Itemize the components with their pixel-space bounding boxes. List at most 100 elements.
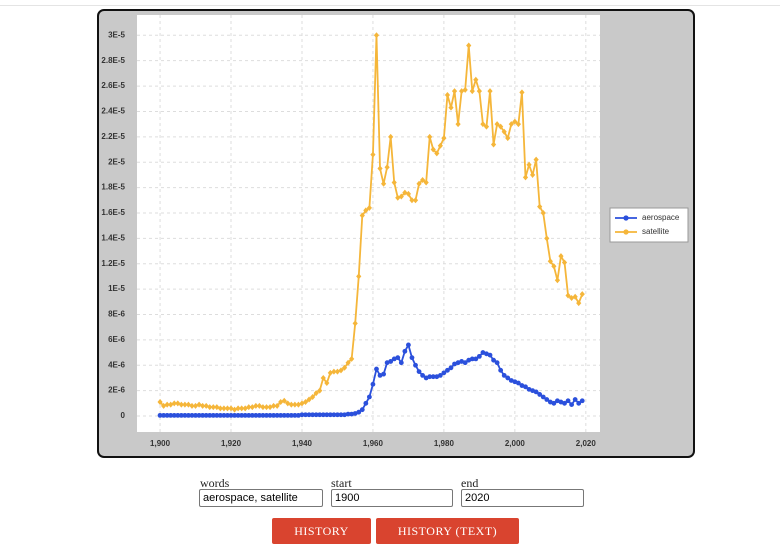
point: [405, 190, 412, 197]
point: [423, 179, 429, 186]
point: [366, 394, 372, 400]
point: [232, 412, 237, 418]
point: [175, 412, 181, 418]
point: [288, 412, 294, 418]
point: [171, 412, 177, 418]
point: [225, 412, 230, 418]
point: [207, 404, 213, 411]
x-tick-label: 1,940: [292, 439, 313, 448]
x-tick-label: 2,000: [505, 439, 526, 448]
point: [331, 412, 337, 418]
point: [193, 412, 198, 418]
point: [448, 104, 454, 111]
history-text-button[interactable]: HISTORY (TEXT): [376, 518, 519, 544]
point: [335, 412, 340, 418]
point: [448, 365, 454, 371]
point: [512, 118, 518, 125]
point: [302, 399, 309, 406]
x-tick-label: 2,020: [576, 439, 597, 448]
top-rule: [0, 5, 780, 6]
point: [235, 405, 241, 412]
end-input[interactable]: [461, 489, 584, 507]
point: [416, 180, 422, 187]
point: [253, 412, 259, 418]
point: [522, 174, 529, 181]
point: [270, 402, 277, 409]
point: [544, 397, 550, 402]
plot-area: [137, 15, 600, 432]
point: [434, 150, 440, 157]
point: [249, 412, 255, 418]
start-label: start: [331, 476, 352, 490]
point: [374, 366, 379, 372]
history-button[interactable]: HISTORY: [272, 518, 371, 544]
point: [274, 412, 280, 418]
legend-label: satellite: [642, 227, 670, 236]
point: [178, 401, 184, 408]
point: [157, 399, 163, 406]
point: [562, 400, 567, 406]
point: [469, 356, 475, 362]
point: [370, 381, 376, 387]
point: [317, 412, 323, 418]
point: [267, 412, 273, 418]
point: [239, 405, 245, 412]
point: [572, 397, 578, 402]
y-tick-label: 2E-6: [108, 386, 125, 395]
point: [459, 88, 465, 95]
point: [469, 88, 475, 95]
point: [395, 194, 401, 201]
point: [207, 412, 213, 418]
point: [189, 412, 195, 418]
point: [388, 133, 394, 140]
point: [366, 204, 372, 211]
point: [384, 164, 390, 171]
point: [363, 400, 369, 406]
point: [310, 412, 316, 418]
point: [462, 360, 468, 366]
y-tick-label: 1.6E-5: [101, 208, 125, 217]
point: [576, 400, 582, 406]
point: [490, 141, 497, 148]
point: [476, 353, 482, 359]
point: [157, 412, 163, 418]
start-input[interactable]: [331, 489, 453, 507]
words-input[interactable]: [199, 489, 323, 507]
point: [370, 151, 376, 158]
point: [579, 291, 585, 298]
point: [263, 404, 270, 411]
x-tick-label: 1,920: [221, 439, 242, 448]
point: [164, 412, 170, 418]
point: [178, 412, 184, 418]
point: [381, 371, 386, 377]
point: [501, 373, 507, 378]
point: [501, 128, 507, 135]
point: [480, 121, 486, 128]
point: [324, 380, 330, 387]
point: [285, 412, 291, 418]
legend-label: aerospace: [642, 213, 680, 222]
point: [515, 121, 521, 128]
legend-marker: [623, 229, 629, 235]
point: [572, 293, 578, 300]
point: [466, 42, 472, 49]
point: [246, 412, 252, 418]
point: [437, 142, 443, 149]
point: [341, 364, 348, 371]
point: [189, 402, 195, 409]
point: [579, 398, 585, 404]
point: [306, 396, 312, 403]
point: [271, 412, 276, 418]
point: [508, 121, 514, 128]
point: [441, 370, 447, 376]
point: [409, 355, 415, 361]
point: [483, 123, 490, 130]
point: [505, 375, 511, 381]
point: [217, 412, 223, 418]
point: [412, 197, 419, 204]
point: [547, 258, 553, 265]
point: [182, 401, 188, 408]
point: [285, 400, 291, 407]
point: [473, 356, 479, 362]
